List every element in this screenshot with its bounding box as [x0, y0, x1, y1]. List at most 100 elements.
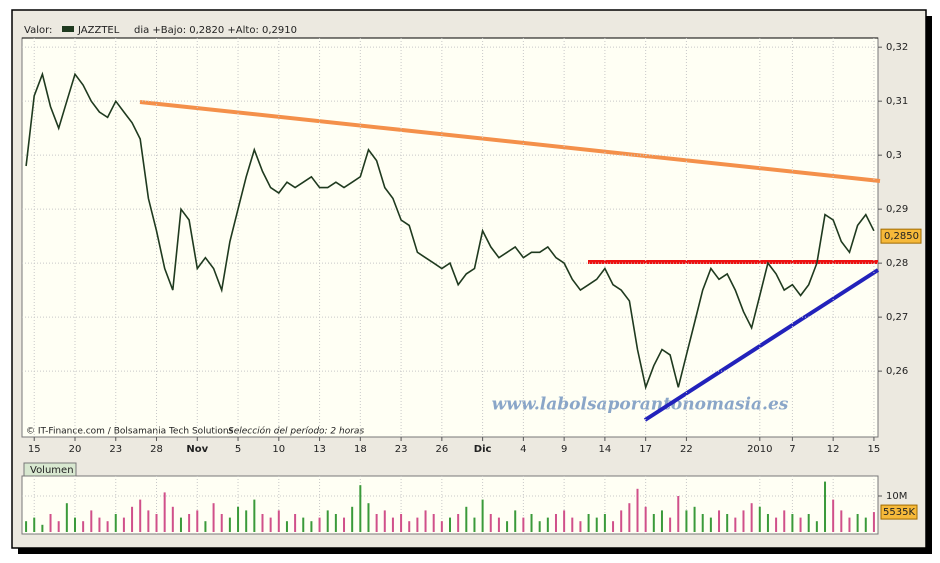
volume-bar	[245, 510, 248, 532]
volume-bar	[538, 521, 541, 532]
volume-bar	[49, 514, 52, 532]
volume-bar	[832, 499, 835, 532]
volume-bar	[106, 521, 109, 532]
volume-bar	[204, 521, 207, 532]
x-tick-label: 28	[150, 444, 163, 455]
volume-bar	[840, 510, 843, 532]
volume-bar	[212, 503, 215, 532]
volume-bar	[815, 521, 818, 532]
volume-bar	[669, 517, 672, 532]
volume-bar	[179, 517, 182, 532]
volume-bar	[701, 514, 704, 532]
volume-bar	[73, 517, 76, 532]
volume-bar	[351, 506, 354, 532]
volume-bar	[579, 521, 582, 532]
volume-bar	[155, 514, 158, 532]
volume-bar	[139, 499, 142, 532]
volume-bar	[122, 517, 125, 532]
current-price-label: 0,2850	[884, 231, 919, 242]
y-tick-label: 0,27	[886, 312, 908, 323]
volume-bar	[791, 514, 794, 532]
volume-bar	[196, 510, 199, 532]
volume-label-box	[23, 462, 77, 477]
volume-bar	[131, 506, 134, 532]
volume-bar	[98, 517, 101, 532]
volume-bar	[171, 506, 174, 532]
volume-bar	[367, 503, 370, 532]
x-tick-label: 15	[868, 444, 881, 455]
support-trendline	[643, 268, 880, 422]
volume-bar	[408, 521, 411, 532]
volume-bar	[294, 514, 297, 532]
current-volume-box	[880, 504, 918, 520]
volume-bar	[750, 503, 753, 532]
footer-period: Selección del período: 2 horas	[228, 426, 364, 437]
volume-bar	[799, 517, 802, 532]
volume-bar	[220, 514, 223, 532]
volume-bar	[652, 514, 655, 532]
volume-bar	[188, 514, 191, 532]
volume-bar	[734, 517, 737, 532]
x-tick-label: 14	[599, 444, 612, 455]
volume-bar	[636, 488, 639, 532]
legend-swatch	[62, 26, 74, 32]
volume-bar	[628, 503, 631, 532]
volume-bar	[163, 492, 166, 532]
volume-bar	[506, 521, 509, 532]
volume-bar	[497, 517, 500, 532]
volume-bar	[571, 517, 574, 532]
volume-bar	[554, 514, 557, 532]
volume-bar	[644, 506, 647, 532]
x-tick-label: 5	[235, 444, 241, 455]
volume-bar	[546, 517, 549, 532]
volume-bar	[612, 521, 615, 532]
x-tick-label: 18	[354, 444, 367, 455]
volume-bar	[587, 514, 590, 532]
x-tick-label: 10	[272, 444, 285, 455]
volume-bar	[473, 517, 476, 532]
volume-bar	[693, 506, 696, 532]
volume-bar	[766, 514, 769, 532]
x-tick-label: 4	[520, 444, 526, 455]
x-tick-label: 17	[639, 444, 652, 455]
y-tick-label: 0,32	[886, 42, 908, 53]
x-tick-label: 12	[827, 444, 840, 455]
volume-bar	[57, 521, 60, 532]
x-tick-label: 26	[435, 444, 448, 455]
resistance-trendline	[139, 100, 881, 183]
x-tick-label: Dic	[474, 444, 492, 455]
volume-bar	[758, 506, 761, 532]
volume-bar	[318, 517, 321, 532]
volume-bar	[285, 521, 288, 532]
volume-bar	[872, 512, 875, 532]
x-tick-label: 20	[69, 444, 82, 455]
volume-bar	[481, 499, 484, 532]
x-tick-label: 13	[313, 444, 326, 455]
volume-bar	[685, 510, 688, 532]
volume-bar	[563, 510, 566, 532]
volume-bar	[457, 514, 460, 532]
volume-bar	[424, 510, 427, 532]
volume-bar	[864, 517, 867, 532]
volume-bar	[530, 514, 533, 532]
volume-bar	[824, 481, 827, 532]
volume-bar	[856, 514, 859, 532]
header-label: Valor:	[24, 25, 52, 36]
volume-bar	[660, 510, 663, 532]
volume-bar	[848, 517, 851, 532]
y-tick-label: 0,26	[886, 366, 908, 377]
volume-bar	[82, 521, 85, 532]
volume-bar	[603, 514, 606, 532]
volume-bar	[302, 517, 305, 532]
volume-bar	[400, 514, 403, 532]
y-tick-label: 0,28	[886, 258, 908, 269]
volume-bar	[334, 514, 337, 532]
x-tick-label: 2010	[747, 444, 772, 455]
volume-bar	[489, 514, 492, 532]
volume-bar	[677, 496, 680, 532]
x-tick-label: 23	[109, 444, 122, 455]
volume-bar	[253, 499, 256, 532]
volume-bar	[277, 510, 280, 532]
volume-bar	[269, 517, 272, 532]
volume-bar	[391, 517, 394, 532]
